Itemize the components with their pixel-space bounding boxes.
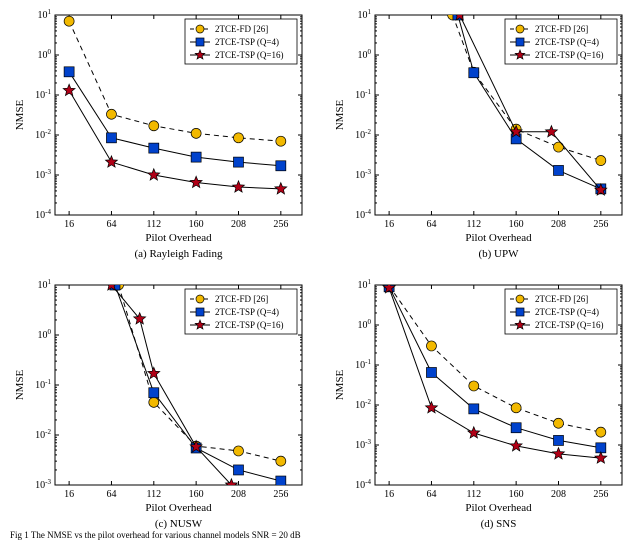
svg-text:101: 101 [358,8,372,21]
svg-text:Pilot Overhead: Pilot Overhead [465,502,532,514]
svg-text:112: 112 [466,219,481,230]
svg-text:NMSE: NMSE [14,369,26,400]
svg-text:64: 64 [426,219,436,230]
svg-text:256: 256 [273,219,288,230]
svg-text:101: 101 [38,8,52,21]
svg-text:2TCE-TSP (Q=4): 2TCE-TSP (Q=4) [215,37,279,47]
svg-text:100: 100 [358,318,372,331]
svg-text:10-4: 10-4 [355,208,371,221]
svg-text:Pilot Overhead: Pilot Overhead [145,502,212,514]
svg-text:16: 16 [384,489,394,500]
svg-text:10-3: 10-3 [35,168,51,181]
svg-text:100: 100 [38,48,52,61]
svg-text:10-1: 10-1 [355,88,371,101]
svg-text:10-2: 10-2 [355,128,371,141]
svg-text:10-3: 10-3 [355,438,371,451]
svg-text:10-2: 10-2 [35,128,51,141]
svg-text:NMSE: NMSE [14,99,26,130]
svg-text:10-4: 10-4 [35,208,51,221]
svg-text:10-1: 10-1 [35,88,51,101]
svg-text:101: 101 [358,278,372,291]
svg-text:(c) NUSW: (c) NUSW [155,518,203,530]
figure-caption: Fig 1 The NMSE vs the pilot overhead for… [10,530,301,540]
svg-text:10-1: 10-1 [355,358,371,371]
svg-text:100: 100 [358,48,372,61]
svg-text:2TCE-TSP (Q=16): 2TCE-TSP (Q=16) [215,50,284,60]
svg-text:64: 64 [426,489,436,500]
svg-text:10-2: 10-2 [355,398,371,411]
figure-grid: 16 64 112 160 208 256 Pilot Overhead 10-4 10-3 10… [0,0,640,542]
svg-text:(d) SNS: (d) SNS [481,518,517,530]
svg-text:208: 208 [231,219,246,230]
svg-text:2TCE-TSP (Q=4): 2TCE-TSP (Q=4) [215,307,279,317]
svg-text:112: 112 [146,489,161,500]
svg-text:2TCE-FD [26]: 2TCE-FD [26] [535,294,588,304]
svg-text:2TCE-TSP (Q=16): 2TCE-TSP (Q=16) [215,320,284,330]
svg-text:256: 256 [273,489,288,500]
svg-text:10-3: 10-3 [355,168,371,181]
svg-text:(a) Rayleigh Fading: (a) Rayleigh Fading [135,248,223,260]
svg-text:64: 64 [106,219,116,230]
svg-text:(b) UPW: (b) UPW [478,248,519,260]
svg-text:Pilot Overhead: Pilot Overhead [145,232,212,244]
svg-text:64: 64 [106,489,116,500]
svg-text:160: 160 [509,219,524,230]
svg-text:101: 101 [38,278,52,291]
svg-text:16: 16 [64,219,74,230]
svg-text:NMSE: NMSE [334,369,346,400]
svg-text:10-3: 10-3 [35,478,51,491]
svg-text:16: 16 [384,219,394,230]
svg-text:2TCE-TSP (Q=16): 2TCE-TSP (Q=16) [535,50,604,60]
svg-text:10-4: 10-4 [355,478,371,491]
svg-text:2TCE-FD [26]: 2TCE-FD [26] [215,294,268,304]
svg-text:2TCE-FD [26]: 2TCE-FD [26] [535,24,588,34]
svg-text:208: 208 [551,219,566,230]
svg-text:160: 160 [189,219,204,230]
svg-text:16: 16 [64,489,74,500]
svg-text:160: 160 [189,489,204,500]
svg-text:Pilot Overhead: Pilot Overhead [465,232,532,244]
svg-text:10-1: 10-1 [35,378,51,391]
svg-text:2TCE-TSP (Q=16): 2TCE-TSP (Q=16) [535,320,604,330]
svg-text:2TCE-TSP (Q=4): 2TCE-TSP (Q=4) [535,307,599,317]
svg-text:2TCE-TSP (Q=4): 2TCE-TSP (Q=4) [535,37,599,47]
svg-text:208: 208 [551,489,566,500]
svg-text:112: 112 [466,489,481,500]
svg-text:256: 256 [593,489,608,500]
svg-text:10-2: 10-2 [35,428,51,441]
svg-text:160: 160 [509,489,524,500]
svg-text:208: 208 [231,489,246,500]
svg-text:2TCE-FD [26]: 2TCE-FD [26] [215,24,268,34]
svg-text:112: 112 [146,219,161,230]
figure-svg: 16 64 112 160 208 256 Pilot Overhead 10-4 10-3 10… [0,0,640,542]
svg-text:100: 100 [38,328,52,341]
svg-text:256: 256 [593,219,608,230]
svg-text:NMSE: NMSE [334,99,346,130]
